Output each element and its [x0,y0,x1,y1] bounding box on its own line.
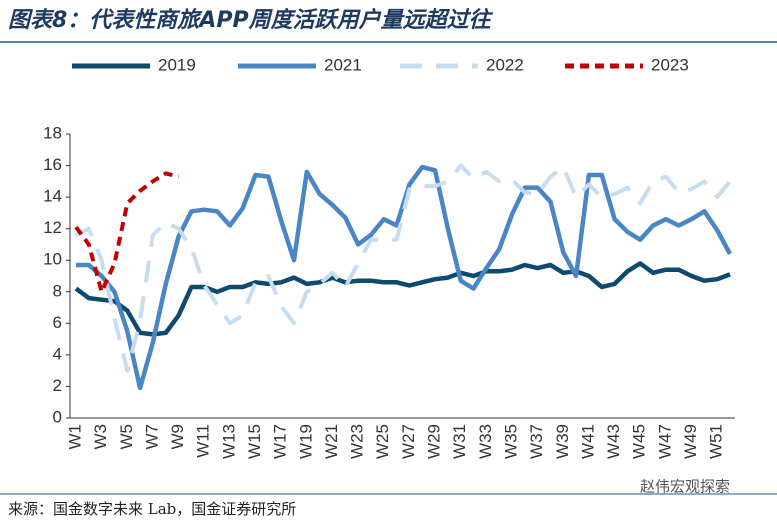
x-tick-label: W31 [450,424,469,459]
legend-label: 2023 [651,55,689,74]
x-tick-label: W21 [322,424,341,459]
y-tick-label: 12 [43,218,62,237]
y-tick-label: 6 [53,313,62,332]
y-tick-label: 0 [53,407,62,426]
y-tick-label: 2 [53,376,62,395]
x-tick-label: W25 [373,424,392,459]
x-tick-label: W9 [168,424,187,450]
x-tick-label: W13 [219,424,238,459]
y-tick-label: 8 [53,281,62,300]
x-tick-label: W23 [348,424,367,459]
x-tick-label: W17 [271,424,290,459]
x-tick-label: W5 [117,424,136,450]
series-line [74,261,731,337]
x-tick-label: W45 [630,424,649,459]
x-tick-label: W3 [91,424,110,450]
y-tick-label: 16 [43,155,62,174]
x-tick-label: W33 [476,424,495,459]
legend-label: 2022 [486,55,524,74]
x-tick-label: W27 [399,424,418,459]
x-tick-label: W7 [142,424,161,450]
y-tick-label: 14 [43,187,62,206]
x-tick-label: W43 [604,424,623,459]
x-tick-label: W35 [501,424,520,459]
series-line [76,164,732,391]
x-tick-label: W49 [681,424,700,459]
x-tick-label: W39 [553,424,572,459]
series-line [75,163,732,373]
series-line [74,171,180,294]
x-tick-label: W11 [194,424,213,458]
x-tick-label: W47 [655,424,674,459]
y-tick-label: 10 [43,250,62,269]
x-tick-label: W19 [296,424,315,459]
x-tick-label: W1 [65,424,84,450]
chart-title: 图表8：代表性商旅APP周度活跃用户量远超过往 [8,7,494,33]
x-tick-label: W29 [425,424,444,459]
watermark: 赵伟宏观探索 [640,478,730,496]
x-tick-label: W37 [527,424,546,459]
y-tick-label: 18 [43,123,62,142]
legend-label: 2021 [324,55,362,74]
x-tick-label: W51 [707,424,726,459]
source: 来源：国金数字未来 Lab，国金证券研究所 [8,500,296,518]
x-tick-label: W15 [245,424,264,459]
legend-label: 2019 [158,55,196,74]
x-tick-label: W41 [578,424,597,459]
y-tick-label: 4 [53,344,62,363]
